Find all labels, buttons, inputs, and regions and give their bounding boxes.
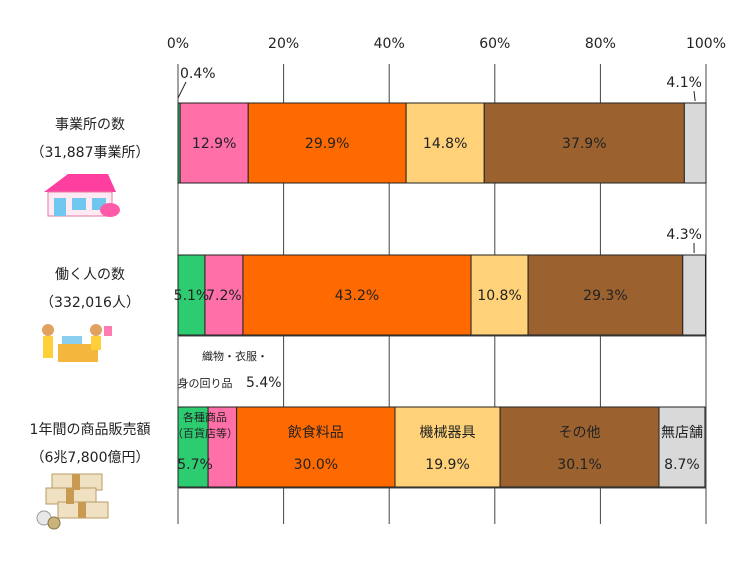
bar-segment [499,406,660,488]
bar-segment [177,254,206,336]
x-tick-label: 60% [479,36,510,52]
labels-layer: 0.4% 12.9% 29.9% 14.8% 37.9% 4.1% 5.1%7.2% 43.2… [172,66,703,473]
bar-segment [658,406,706,488]
bar-segment [207,406,238,488]
data-label: 29.3% [583,288,627,304]
data-label: 43.2% [335,288,379,304]
data-label: 5.4% [246,375,282,391]
x-tick-label: 40% [374,36,405,52]
data-label: 7.2% [206,288,242,304]
data-label-callout: 4.1% [666,75,702,91]
segment-category-label: 無店舗 [661,425,703,441]
bar-segment [242,254,472,336]
row-title: 1年間の商品販売額 [29,422,151,438]
x-tick-label: 100% [686,36,726,52]
bar-segment [247,102,407,184]
row-label-establishments: 事業所の数 （31,887事業所） [10,115,170,163]
callout-line [693,90,696,102]
segment-category-label: 織物・衣服・ [202,349,268,363]
data-label: 5.7% [177,457,213,473]
bar-segment [527,254,684,336]
bar-segment [179,102,249,184]
shop-building-icon [44,174,120,217]
data-label: 19.9% [425,457,469,473]
row-subtitle: （332,016人） [40,295,140,311]
data-label: 30.1% [557,457,601,473]
data-label: 37.9% [562,136,606,152]
money-bundles-icon [36,473,109,530]
data-label: 30.0% [294,457,338,473]
data-label: 5.1% [174,288,210,304]
data-label: 8.7% [664,457,700,473]
segment-category-label: 飲食料品 [288,424,344,441]
data-label: 10.8% [477,288,521,304]
x-tick-label: 20% [268,36,299,52]
row-label-workers: 働く人の数 （332,016人） [10,265,170,313]
row-subtitle: （31,887事業所） [30,145,150,161]
bar-segment [683,102,707,184]
segment-category-label: 機械器具 [420,425,476,441]
bar-segment [236,406,396,488]
bar-segment [177,406,209,488]
x-axis-ticks: 0% 20% 40% 60% 80% 100% [167,36,726,52]
bar-segment [470,254,529,336]
data-label: 29.9% [305,136,349,152]
segment-category-label: その他 [559,425,601,441]
shop-workers-icon [42,324,112,362]
data-label: 12.9% [192,136,236,152]
segment-category-label: 身の回り品 [178,376,233,390]
segment-category-label: 各種商品 [183,410,227,424]
row-label-sales: 1年間の商品販売額 （6兆7,800億円） [10,420,170,468]
data-label-callout: 0.4% [180,66,216,82]
bar-segment [682,254,706,336]
row-subtitle: （6兆7,800億円） [30,450,150,466]
bar-segment [405,102,485,184]
callout-line [177,81,187,99]
bar-segment [483,102,685,184]
data-label-callout: 4.3% [666,227,702,243]
row-title: 事業所の数 [55,117,125,133]
bar-segment [394,406,501,488]
bar-segment [204,254,244,336]
x-tick-label: 0% [167,36,189,52]
segment-category-label: （百貨店等） [172,426,238,440]
x-tick-label: 80% [585,36,616,52]
data-label: 14.8% [423,136,467,152]
bars-layer [177,102,707,488]
row-title: 働く人の数 [55,267,125,283]
